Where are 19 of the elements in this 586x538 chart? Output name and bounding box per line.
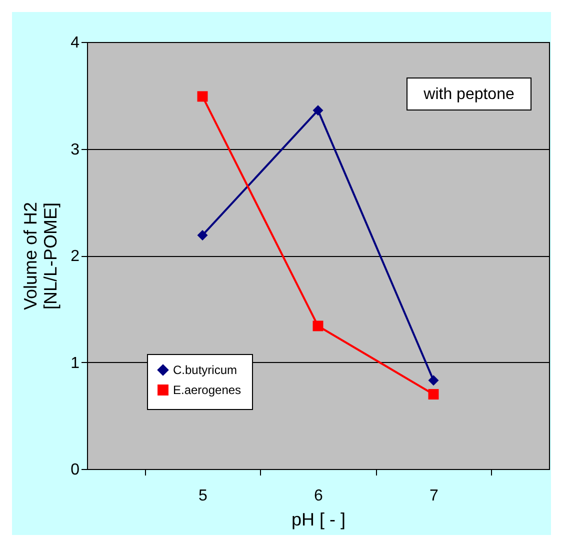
- point: [197, 91, 208, 102]
- point: [312, 320, 324, 332]
- legend-label: E.aerogenes: [173, 383, 242, 397]
- y-tick-label: 3: [70, 141, 80, 158]
- x-tick-label: 6: [314, 488, 324, 504]
- y-axis-title: Volume of H2 [NL/L-POME]: [20, 202, 61, 310]
- x-axis-title: pH [ - ]: [291, 510, 346, 530]
- point: [428, 375, 439, 386]
- point: [428, 389, 439, 400]
- y-tick-label: 1: [70, 354, 80, 372]
- annotation: with peptone: [422, 86, 514, 103]
- point: [197, 230, 208, 240]
- x-tick-label: 7: [430, 488, 439, 504]
- y-tick-label: 4: [70, 34, 80, 52]
- y-tick-label: 0: [70, 462, 80, 478]
- y-tick-label: 2: [70, 248, 80, 265]
- point: [312, 105, 324, 116]
- legend-label: C.butyricum: [173, 363, 238, 377]
- x-tick-label: 5: [198, 488, 208, 504]
